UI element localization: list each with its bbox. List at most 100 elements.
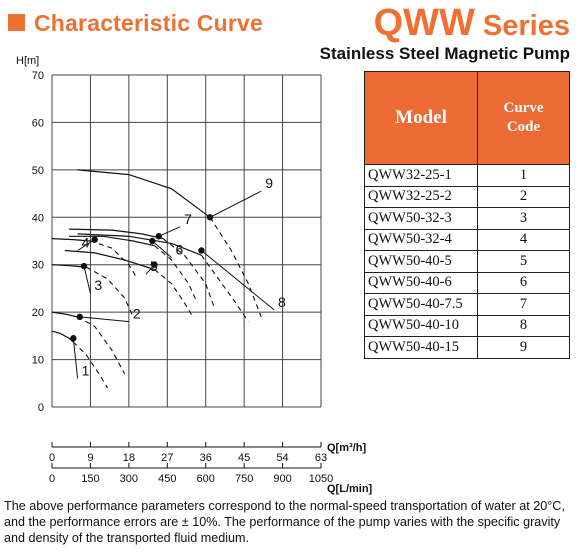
x2-tick-label: 1050 — [309, 473, 333, 485]
model-cell: QWW32-25-1 — [364, 164, 478, 187]
table-row: QWW50-32-4 4 — [364, 228, 570, 251]
leader-line-8 — [201, 250, 275, 311]
leader-line-6 — [151, 240, 172, 258]
curve-code-cell: 2 — [477, 185, 570, 208]
x-tick-label: 45 — [238, 452, 250, 464]
curve-code-cell: 3 — [477, 207, 570, 230]
model-cell: QWW50-40-10 — [364, 314, 478, 337]
curve-1-solid — [51, 330, 74, 343]
x2-tick-label: 0 — [49, 473, 55, 485]
curve-7-dashed — [162, 238, 215, 308]
x-tick-label: 18 — [123, 452, 135, 464]
leader-line-1 — [72, 338, 79, 379]
curve-5-dashed — [154, 269, 194, 318]
curve-4-dashed — [90, 240, 138, 280]
leader-line-9 — [209, 190, 262, 218]
y-tick-label: 50 — [32, 165, 44, 177]
x2-tick-label: 600 — [197, 473, 215, 485]
y-tick-label: 60 — [32, 117, 44, 129]
x2-tick-label: 150 — [81, 473, 99, 485]
x-tick-label: 36 — [200, 452, 212, 464]
table-row: QWW50-40-5 5 — [364, 250, 570, 273]
curve-label-3: 3 — [94, 277, 102, 293]
x2-axis-label: Q[L/min] — [327, 483, 373, 495]
curve-label-9: 9 — [265, 175, 273, 191]
curve-5-solid — [64, 249, 155, 271]
table-row: QWW32-25-2 2 — [364, 185, 570, 208]
model-cell: QWW50-32-3 — [364, 207, 478, 230]
table-row: QWW50-40-10 8 — [364, 314, 570, 337]
curve-label-6: 6 — [176, 242, 184, 258]
table-row: QWW50-32-3 3 — [364, 207, 570, 230]
model-curve-table: Model Curve Code QWW32-25-1 1 QWW32-25-2 2 QW… — [364, 71, 570, 359]
operating-point-7 — [155, 233, 162, 240]
leader-line-7 — [158, 226, 181, 237]
curve-code-cell: 9 — [477, 336, 570, 359]
curve-2-dashed — [77, 316, 126, 375]
section-title: Characteristic Curve — [34, 10, 263, 36]
curve-code-cell: 6 — [477, 271, 570, 294]
operating-point-8 — [198, 247, 205, 254]
header-accent-square — [8, 14, 25, 31]
series-suffix: Series — [474, 10, 570, 42]
x-tick-label: 0 — [49, 452, 55, 464]
y-tick-label: 20 — [32, 307, 44, 319]
table-header-model: Model — [364, 71, 478, 165]
table-header-code-line2: Code — [506, 119, 541, 135]
curve-code-cell: 1 — [477, 164, 570, 187]
curve-6-dashed — [154, 245, 198, 303]
model-cell: QWW50-40-7.5 — [364, 293, 478, 316]
x-tick-label: 9 — [87, 452, 93, 464]
table-row: QWW32-25-1 1 — [364, 164, 570, 187]
operating-point-3 — [80, 262, 88, 270]
curve-label-2: 2 — [133, 306, 141, 322]
table-header-row: Model Curve Code — [364, 71, 570, 165]
curve-code-cell: 7 — [477, 293, 570, 316]
curve-9-solid — [77, 169, 211, 218]
curve-label-7: 7 — [184, 211, 192, 227]
curve-2-solid — [51, 311, 78, 318]
curve-label-1: 1 — [82, 363, 90, 379]
x-tick-label: 27 — [161, 452, 173, 464]
leader-line-3 — [83, 265, 91, 294]
product-subtitle: Stainless Steel Magnetic Pump — [319, 44, 570, 63]
curve-label-4: 4 — [82, 234, 90, 250]
y-tick-label: 0 — [38, 402, 44, 414]
curve-1-dashed — [72, 341, 108, 389]
x-tick-label: 63 — [315, 452, 327, 464]
y-axis-label: H[m] — [16, 55, 39, 67]
operating-point-9 — [206, 214, 214, 221]
x2-tick-label: 450 — [158, 473, 176, 485]
y-tick-label: 10 — [32, 355, 44, 367]
curve-4-solid — [51, 238, 91, 242]
operating-point-2 — [76, 313, 83, 321]
table-row: QWW50-40-6 6 — [364, 271, 570, 294]
table-row: QWW50-40-15 9 — [364, 336, 570, 359]
table-row: QWW50-40-7.5 7 — [364, 293, 570, 316]
leader-line-2 — [79, 316, 129, 323]
curve-8-solid — [77, 233, 202, 256]
x2-tick-label: 900 — [273, 473, 291, 485]
operating-point-1 — [70, 335, 77, 342]
curve-code-cell: 4 — [477, 228, 570, 251]
model-cell: QWW50-40-6 — [364, 271, 478, 294]
x2-tick-label: 750 — [235, 473, 253, 485]
curve-9-dashed — [209, 217, 262, 318]
model-cell: QWW32-25-2 — [364, 185, 478, 208]
table-header-code-line1: Curve — [503, 100, 544, 116]
model-cell: QWW50-32-4 — [364, 228, 478, 251]
model-cell: QWW50-40-15 — [364, 336, 478, 359]
x-axis-label: Q[m³/h] — [327, 442, 366, 454]
series-title: QWW Series — [374, 2, 570, 45]
y-tick-label: 30 — [32, 260, 44, 272]
curve-code-cell: 8 — [477, 314, 570, 337]
table-header-curve-code: Curve Code — [477, 71, 570, 165]
model-cell: QWW50-40-5 — [364, 250, 478, 273]
curve-3-solid — [51, 264, 87, 268]
x-tick-label: 54 — [276, 452, 288, 464]
curve-7-solid — [69, 228, 164, 240]
curve-3-dashed — [85, 266, 134, 318]
x2-tick-label: 300 — [120, 473, 138, 485]
series-name: QWW — [373, 2, 475, 44]
